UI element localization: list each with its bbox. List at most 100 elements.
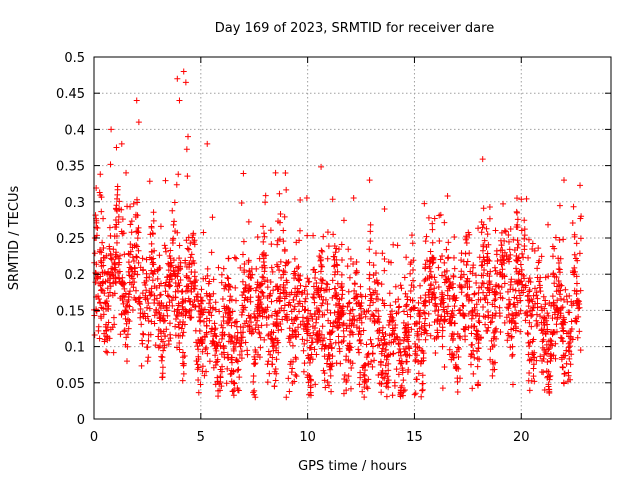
data-point — [278, 274, 285, 281]
data-point — [367, 238, 374, 245]
data-point — [353, 259, 360, 266]
data-point — [260, 293, 267, 300]
data-point — [422, 315, 429, 322]
data-point — [139, 340, 146, 347]
data-point — [225, 286, 232, 293]
data-point — [195, 346, 202, 353]
data-point — [121, 294, 128, 301]
data-point — [258, 288, 265, 295]
data-point — [562, 286, 569, 293]
data-point — [329, 277, 336, 284]
data-point — [321, 377, 328, 384]
data-point — [94, 224, 101, 231]
data-point — [475, 289, 482, 296]
data-point — [298, 291, 305, 298]
data-point — [493, 247, 500, 254]
data-point — [149, 277, 156, 284]
data-point — [164, 273, 171, 280]
data-point — [277, 258, 284, 265]
data-point — [363, 341, 370, 348]
data-point — [266, 292, 273, 299]
data-point — [176, 242, 183, 249]
data-point — [159, 338, 166, 345]
data-point — [566, 355, 573, 362]
data-point — [396, 340, 403, 347]
data-point — [412, 358, 419, 365]
data-point — [309, 316, 316, 323]
data-point — [116, 275, 123, 282]
data-point — [450, 273, 457, 280]
data-point — [329, 196, 336, 203]
data-point — [571, 231, 578, 238]
data-point — [152, 309, 159, 316]
data-point — [379, 374, 386, 381]
data-point — [379, 250, 386, 257]
data-point — [533, 317, 540, 324]
data-point — [234, 358, 241, 365]
data-point — [127, 221, 134, 228]
data-point — [197, 294, 204, 301]
data-point — [155, 326, 162, 333]
data-point — [441, 219, 448, 226]
data-point — [408, 259, 415, 266]
data-point — [526, 275, 533, 282]
data-point — [183, 146, 190, 153]
data-point — [221, 285, 228, 292]
data-point — [225, 355, 232, 362]
data-point — [301, 340, 308, 347]
data-point — [220, 342, 227, 349]
data-point — [113, 239, 120, 246]
data-point — [512, 287, 519, 294]
data-point — [252, 348, 259, 355]
data-point — [269, 354, 276, 361]
data-point — [463, 293, 470, 300]
data-point — [559, 364, 566, 371]
data-point — [299, 303, 306, 310]
data-point — [528, 323, 535, 330]
data-point — [550, 303, 557, 310]
data-point — [212, 299, 219, 306]
data-point — [188, 251, 195, 258]
data-point — [473, 301, 480, 308]
data-point — [310, 291, 317, 298]
data-point — [400, 319, 407, 326]
data-point — [428, 273, 435, 280]
data-point — [390, 350, 397, 357]
data-point — [443, 267, 450, 274]
data-point — [256, 283, 263, 290]
data-point — [327, 366, 334, 373]
data-point — [431, 295, 438, 302]
data-point — [312, 274, 319, 281]
data-point — [460, 311, 467, 318]
data-point — [254, 303, 261, 310]
data-point — [507, 225, 514, 232]
data-point — [345, 246, 352, 253]
data-point — [403, 358, 410, 365]
data-point — [116, 259, 123, 266]
data-point — [563, 293, 570, 300]
data-point — [356, 337, 363, 344]
data-point — [511, 278, 518, 285]
data-point — [149, 231, 156, 238]
data-point — [435, 306, 442, 313]
data-point — [191, 241, 198, 248]
data-point — [259, 251, 266, 258]
data-point — [367, 228, 374, 235]
data-point — [356, 303, 363, 310]
data-point — [256, 310, 263, 317]
data-point — [417, 294, 424, 301]
data-point — [553, 321, 560, 328]
data-point — [312, 269, 319, 276]
data-point — [539, 338, 546, 345]
data-point — [144, 295, 151, 302]
data-point — [534, 295, 541, 302]
data-point — [381, 267, 388, 274]
data-point — [135, 259, 142, 266]
data-point — [304, 337, 311, 344]
data-point — [470, 370, 477, 377]
data-point — [212, 345, 219, 352]
data-point — [357, 283, 364, 290]
data-point — [577, 287, 584, 294]
data-point — [491, 297, 498, 304]
data-point — [412, 340, 419, 347]
